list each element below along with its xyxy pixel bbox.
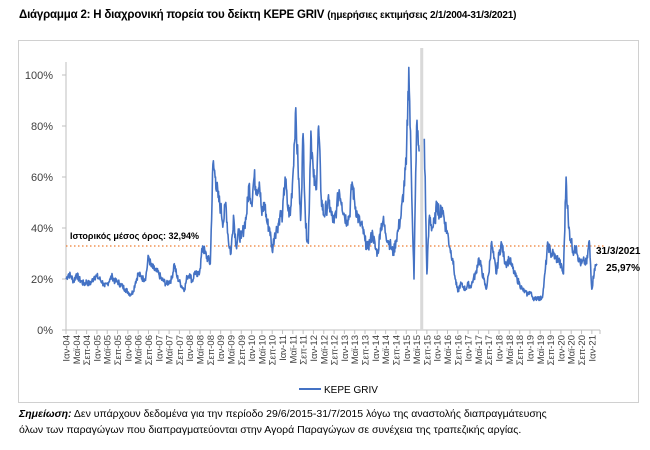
x-tick-label: Ιαν-09: [216, 335, 227, 362]
x-tick-label: Σεπ-13: [361, 335, 372, 365]
x-axis: Ιαν-04 Μαϊ-04 Σεπ-04 Ιαν-05 Μαϊ-05 Σεπ-05 Ιαν-…: [62, 329, 601, 365]
x-tick-label: Σεπ-15: [422, 335, 433, 365]
x-tick-label: Μαϊ-17: [474, 335, 485, 364]
x-tick-label: Μαϊ-06: [134, 335, 145, 364]
x-tick-label: Ιαν-12: [309, 335, 320, 362]
x-tick-label: Μαϊ-09: [226, 335, 237, 364]
x-tick-label: Ιαν-11: [278, 335, 289, 361]
series-line-segment: [65, 66, 420, 297]
x-tick-label: Σεπ-17: [484, 335, 495, 365]
y-tick-label: 80%: [31, 121, 53, 133]
x-tick-label: Σεπ-10: [268, 335, 279, 365]
x-tick-label: Ιαν-13: [340, 335, 351, 362]
x-tick-label: Ιαν-16: [433, 335, 444, 362]
legend-label: ΚΕΡΕ GRIV: [324, 385, 378, 396]
chart-title-main: Διάγραμμα 2: Η διαχρονική πορεία του δεί…: [19, 9, 325, 21]
x-tick-label: Σεπ-12: [330, 335, 341, 365]
x-tick-label: Σεπ-04: [82, 335, 93, 365]
chart-title: Διάγραμμα 2: Η διαχρονική πορεία του δεί…: [19, 9, 516, 21]
x-tick-label: Ιαν-18: [495, 335, 506, 362]
x-tick-label: Μαϊ-16: [443, 335, 454, 364]
y-tick-label: 0%: [37, 325, 53, 337]
x-tick-label: Μαϊ-05: [103, 335, 114, 364]
x-tick-label: Ιαν-10: [247, 335, 258, 362]
y-tick-label: 100%: [25, 70, 53, 82]
series-line-segment: [423, 138, 598, 302]
x-tick-label: Μαϊ-08: [196, 335, 207, 364]
x-tick-label: Σεπ-08: [206, 335, 217, 365]
x-tick-label: Μαϊ-19: [536, 335, 547, 364]
end-value-label: 25,97%: [606, 263, 640, 274]
y-tick-label: 40%: [31, 223, 53, 235]
x-tick-label: Ιαν-15: [402, 335, 413, 362]
x-tick-label: Μαϊ-18: [505, 335, 516, 364]
x-tick-label: Μαϊ-07: [165, 335, 176, 364]
footnote-label: Σημείωση:: [19, 408, 72, 420]
x-tick-label: Σεπ-07: [175, 335, 186, 365]
x-tick-label: Ιαν-21: [587, 335, 598, 362]
footnote: Σημείωση: Δεν υπάρχουν δεδομένα για την …: [19, 406, 547, 438]
chart-frame: [18, 40, 639, 403]
x-tick-label: Ιαν-06: [123, 335, 134, 362]
x-tick-label: Μαϊ-04: [72, 335, 83, 364]
x-tick-label: Ιαν-17: [464, 335, 475, 362]
x-tick-label: Ιαν-04: [62, 335, 73, 362]
historical-mean-label: Ιστορικός μέσος όρος: 32,94%: [70, 231, 199, 241]
x-tick-label: Μαϊ-15: [412, 335, 423, 364]
x-tick-label: Ιαν-08: [185, 335, 196, 362]
y-axis: 0% 20% 40% 60% 80% 100%: [25, 62, 67, 337]
x-tick-label: Μαϊ-14: [381, 335, 392, 364]
x-tick-label: Ιαν-20: [556, 335, 567, 362]
x-tick-label: Μαϊ-11: [288, 335, 299, 364]
x-tick-label: Σεπ-16: [453, 335, 464, 365]
x-tick-label: Σεπ-06: [144, 335, 155, 365]
series-kepe-griv: [65, 66, 598, 302]
x-tick-label: Μαϊ-10: [257, 335, 268, 364]
y-tick-label: 20%: [31, 274, 53, 286]
x-tick-label: Σεπ-11: [299, 335, 310, 365]
x-tick-label: Σεπ-20: [577, 335, 588, 365]
x-tick-label: Σεπ-09: [237, 335, 248, 365]
x-tick-label: Μαϊ-12: [319, 335, 330, 364]
x-tick-label: Ιαν-05: [92, 335, 103, 362]
x-tick-label: Μαϊ-20: [567, 335, 578, 364]
x-tick-label: Σεπ-19: [546, 335, 557, 365]
x-tick-label: Σεπ-05: [113, 335, 124, 365]
x-tick-label: Μαϊ-13: [350, 335, 361, 364]
footnote-line-2: όλων των παραγώγων που διαπραγματεύονται…: [19, 424, 522, 436]
x-tick-label: Σεπ-18: [515, 335, 526, 365]
chart-title-sub: (ημερήσιες εκτιμήσεις 2/1/2004-31/3/2021…: [327, 10, 517, 21]
x-tick-label: Ιαν-19: [525, 335, 536, 362]
footnote-line-1: Δεν υπάρχουν δεδομένα για την περίοδο 29…: [71, 408, 547, 420]
x-tick-label: Σεπ-14: [391, 335, 402, 365]
x-tick-label: Ιαν-07: [154, 335, 165, 362]
x-tick-label: Ιαν-14: [371, 335, 382, 362]
y-tick-label: 60%: [31, 172, 53, 184]
end-date-label: 31/3/2021: [596, 246, 641, 257]
